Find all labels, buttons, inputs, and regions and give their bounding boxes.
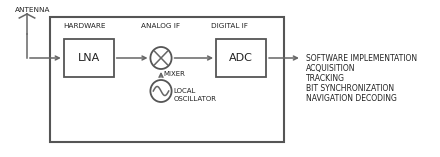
Text: TRACKING: TRACKING	[306, 74, 345, 83]
Text: LNA: LNA	[77, 53, 100, 63]
Text: BIT SYNCHRONIZATION: BIT SYNCHRONIZATION	[306, 84, 394, 93]
Text: HARDWARE: HARDWARE	[64, 23, 106, 29]
Text: ANTENNA: ANTENNA	[15, 7, 51, 13]
Text: DIGITAL IF: DIGITAL IF	[211, 23, 248, 29]
Bar	[64, 39, 114, 77]
Bar	[216, 39, 266, 77]
Text: ACQUISITION: ACQUISITION	[306, 64, 355, 73]
Text: SOFTWARE IMPLEMENTATION: SOFTWARE IMPLEMENTATION	[306, 54, 417, 63]
Text: LOCAL
OSCILLATOR: LOCAL OSCILLATOR	[173, 88, 216, 102]
Text: NAVIGATION DECODING: NAVIGATION DECODING	[306, 94, 396, 103]
Text: ADC: ADC	[229, 53, 253, 63]
Bar	[50, 17, 284, 142]
Text: ANALOG IF: ANALOG IF	[141, 23, 180, 29]
Text: MIXER: MIXER	[163, 71, 185, 77]
